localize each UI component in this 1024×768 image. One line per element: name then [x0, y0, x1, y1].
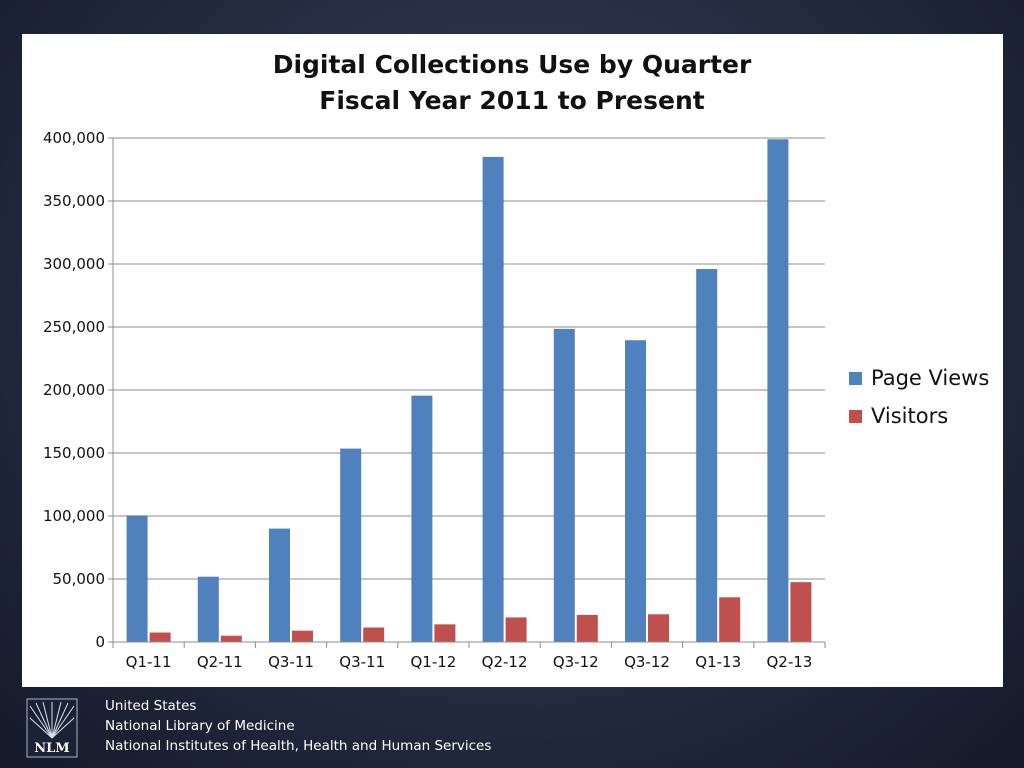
x-tick-label: Q3-11 — [268, 653, 314, 671]
x-tick-label: Q2-12 — [482, 653, 528, 671]
bar-visitors — [149, 632, 171, 642]
footer-line-country: United States — [105, 698, 197, 714]
bar-visitors — [505, 617, 527, 642]
chart-title-line-2: Fiscal Year 2011 to Present — [319, 86, 705, 115]
bar-visitors — [719, 597, 741, 642]
y-tick-label: 350,000 — [43, 192, 105, 210]
footer-line-institutes: National Institutes of Health, Health an… — [105, 738, 492, 754]
legend-swatch — [849, 372, 862, 385]
bar-visitors — [790, 582, 812, 642]
bar-page-views — [197, 576, 219, 642]
bar-page-views — [625, 340, 646, 642]
bar-visitors — [434, 624, 456, 642]
bar-page-views — [340, 448, 362, 642]
x-tick-label: Q2-13 — [766, 653, 812, 671]
footer: NLM United States National Library of Me… — [26, 696, 726, 766]
y-tick-label: 250,000 — [43, 318, 105, 336]
y-tick-label: 100,000 — [43, 507, 105, 525]
bar-page-views — [767, 139, 789, 642]
nlm-logo-text: NLM — [34, 741, 69, 756]
x-tick-label: Q3-12 — [624, 653, 670, 671]
x-tick-label: Q3-11 — [339, 653, 385, 671]
chart: Digital Collections Use by Quarter Fisca… — [43, 50, 989, 671]
x-tick-label: Q1-13 — [695, 653, 741, 671]
bar-page-views — [269, 528, 290, 642]
y-tick-label: 150,000 — [43, 444, 105, 462]
bar-page-views — [411, 395, 433, 642]
y-tick-label: 0 — [95, 633, 105, 651]
y-tick-label: 50,000 — [53, 570, 106, 588]
legend-label: Visitors — [871, 404, 948, 428]
bar-page-views — [696, 269, 718, 642]
bar-visitors — [292, 630, 313, 642]
chart-panel: Digital Collections Use by Quarter Fisca… — [22, 34, 1003, 687]
footer-text: United States National Library of Medici… — [105, 696, 491, 756]
nlm-logo-icon: NLM — [26, 698, 78, 758]
bar-page-views — [553, 328, 575, 642]
y-tick-label: 400,000 — [43, 129, 105, 147]
bar-visitors — [363, 627, 385, 642]
y-tick-label: 300,000 — [43, 255, 105, 273]
bar-visitors — [220, 635, 242, 642]
bar-visitors — [576, 614, 598, 642]
bar-page-views — [126, 515, 148, 642]
footer-line-library: National Library of Medicine — [105, 718, 295, 734]
x-tick-label: Q1-12 — [410, 653, 456, 671]
bar-visitors — [648, 614, 669, 642]
legend-label: Page Views — [871, 366, 989, 390]
y-tick-label: 200,000 — [43, 381, 105, 399]
x-tick-label: Q2-11 — [197, 653, 243, 671]
x-tick-label: Q1-11 — [126, 653, 172, 671]
x-tick-label: Q3-12 — [553, 653, 599, 671]
legend-swatch — [849, 410, 862, 423]
chart-title-line-1: Digital Collections Use by Quarter — [273, 50, 752, 79]
bar-page-views — [482, 156, 504, 642]
